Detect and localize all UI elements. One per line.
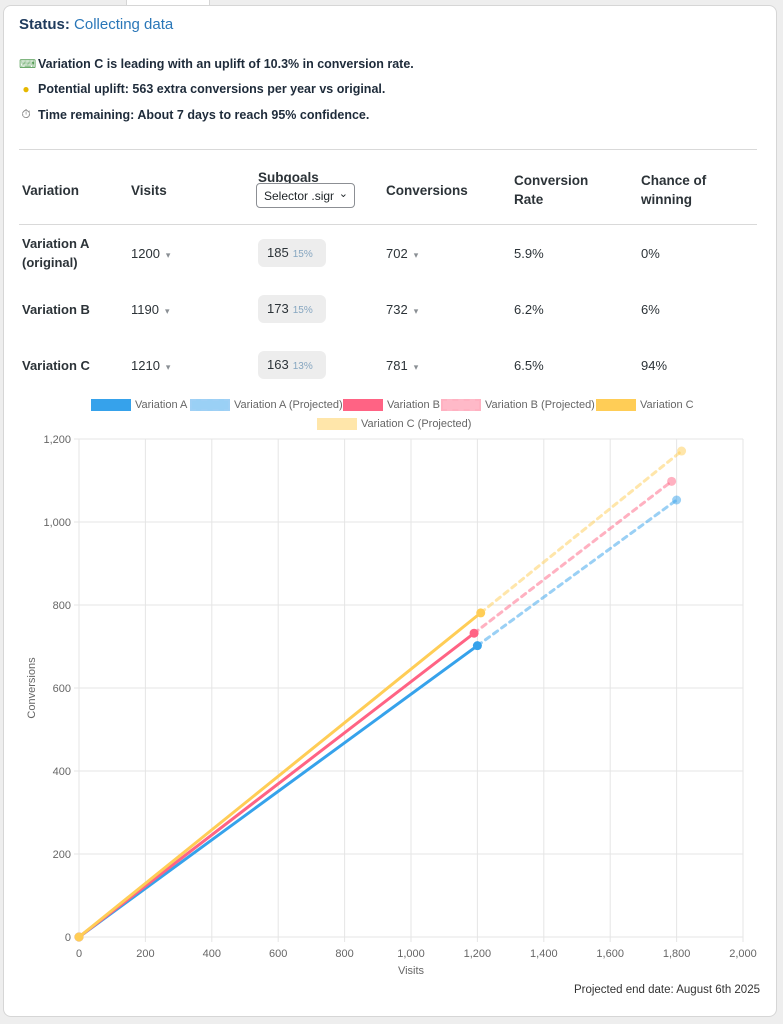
projected-end-date: Projected end date: August 6th 2025	[573, 984, 760, 996]
data-point	[667, 476, 677, 486]
header-conversions: Conversions	[386, 183, 468, 198]
legend-variation-c[interactable]: Variation C	[596, 399, 694, 411]
x-tick-label: 1,000	[397, 948, 425, 960]
legend-variation-c-projected[interactable]: Variation C (Projected)	[317, 418, 471, 430]
x-tick-label: 1,600	[596, 948, 624, 960]
y-tick-label: 600	[53, 683, 71, 695]
time-message: ⏱ Time remaining: About 7 days to reach …	[19, 107, 369, 122]
y-tick-label: 1,000	[43, 517, 71, 529]
legend-variation-a[interactable]: Variation A	[91, 399, 187, 411]
x-tick-label: 1,400	[530, 948, 558, 960]
x-tick-label: 1,800	[663, 948, 691, 960]
header-conversion-rate: Conversion Rate	[514, 173, 589, 207]
row-c-conversions[interactable]: 781 ▾	[386, 358, 419, 373]
x-tick-label: 200	[136, 948, 154, 960]
row-a-rate: 5.9%	[514, 246, 544, 261]
y-tick-label: 400	[53, 766, 71, 778]
leading-message: ⌨ Variation C is leading with an uplift …	[19, 57, 414, 71]
row-c-subgoal: 163 13%	[258, 351, 326, 379]
data-point	[469, 628, 479, 638]
row-a-subgoal: 185 15%	[258, 239, 326, 267]
series-line-variation-c	[77, 611, 483, 939]
status-label: Status:	[19, 16, 70, 33]
status-line: Status: Collecting data	[19, 16, 173, 33]
y-tick-label: 200	[53, 849, 71, 861]
row-b-subgoal: 173 15%	[258, 295, 326, 323]
series-line-variation-b-projected	[472, 479, 674, 635]
status-value: Collecting data	[74, 16, 174, 33]
subgoal-select[interactable]: Selector .signup ⌄	[256, 183, 355, 208]
x-tick-label: 800	[335, 948, 353, 960]
data-point	[476, 608, 486, 618]
x-tick-label: 600	[269, 948, 287, 960]
row-a-chance: 0%	[641, 246, 660, 261]
x-tick-label: 2,000	[729, 948, 757, 960]
chevron-down-icon: ⌄	[338, 188, 348, 200]
lightbulb-icon: ●	[22, 82, 30, 96]
row-b-visits[interactable]: 1190 ▾	[131, 302, 170, 317]
series-line-variation-a	[77, 644, 479, 939]
caret-down-icon: ▾	[413, 250, 419, 260]
legend-variation-b-projected[interactable]: Variation B (Projected)	[441, 399, 595, 411]
row-c-name: Variation C	[22, 358, 90, 373]
x-axis-title: Visits	[398, 965, 425, 977]
caret-down-icon: ▾	[413, 362, 419, 372]
caret-down-icon: ▾	[165, 250, 171, 260]
results-panel	[3, 5, 777, 1017]
y-tick-label: 800	[53, 600, 71, 612]
header-divider	[19, 224, 757, 225]
x-tick-label: 400	[203, 948, 221, 960]
legend-variation-b[interactable]: Variation B	[343, 399, 440, 411]
row-a-conversions[interactable]: 702 ▾	[386, 246, 419, 261]
data-point	[672, 495, 682, 505]
row-b-conversions[interactable]: 732 ▾	[386, 302, 419, 317]
series-line-variation-b	[77, 631, 476, 939]
row-c-visits[interactable]: 1210 ▾	[131, 358, 171, 373]
row-b-rate: 6.2%	[514, 302, 544, 317]
caret-down-icon: ▾	[413, 306, 419, 316]
y-tick-label: 1,200	[43, 434, 71, 446]
header-chance-of-winning: Chance of winning	[641, 173, 707, 207]
header-subgoals: Subgoals	[258, 170, 319, 185]
x-tick-label: 1,200	[464, 948, 492, 960]
caret-down-icon: ▾	[165, 362, 171, 372]
y-axis-title: Conversions	[26, 657, 38, 719]
stopwatch-icon: ⏱	[21, 107, 31, 121]
row-c-rate: 6.5%	[514, 358, 544, 373]
data-point	[677, 446, 687, 456]
tab-stub	[126, 0, 210, 6]
ruler-icon: ⌨	[19, 57, 37, 71]
row-b-name: Variation B	[22, 302, 90, 317]
row-c-chance: 94%	[641, 358, 668, 373]
uplift-message: ● Potential uplift: 563 extra conversion…	[19, 82, 385, 96]
caret-down-icon: ▾	[164, 306, 170, 316]
header-variation: Variation	[22, 183, 80, 198]
x-tick-label: 0	[76, 948, 82, 960]
row-a-visits[interactable]: 1200 ▾	[131, 246, 171, 261]
header-visits: Visits	[131, 183, 167, 198]
legend-variation-a-projected[interactable]: Variation A (Projected)	[190, 399, 343, 411]
y-tick-label: 0	[65, 932, 71, 944]
data-point	[74, 932, 84, 942]
series-line-variation-a-projected	[475, 498, 679, 648]
row-b-chance: 6%	[641, 302, 660, 317]
series-line-variation-c-projected	[479, 449, 684, 615]
data-point	[472, 641, 482, 651]
row-a-name: Variation A (original)	[22, 236, 89, 270]
divider	[19, 149, 757, 150]
